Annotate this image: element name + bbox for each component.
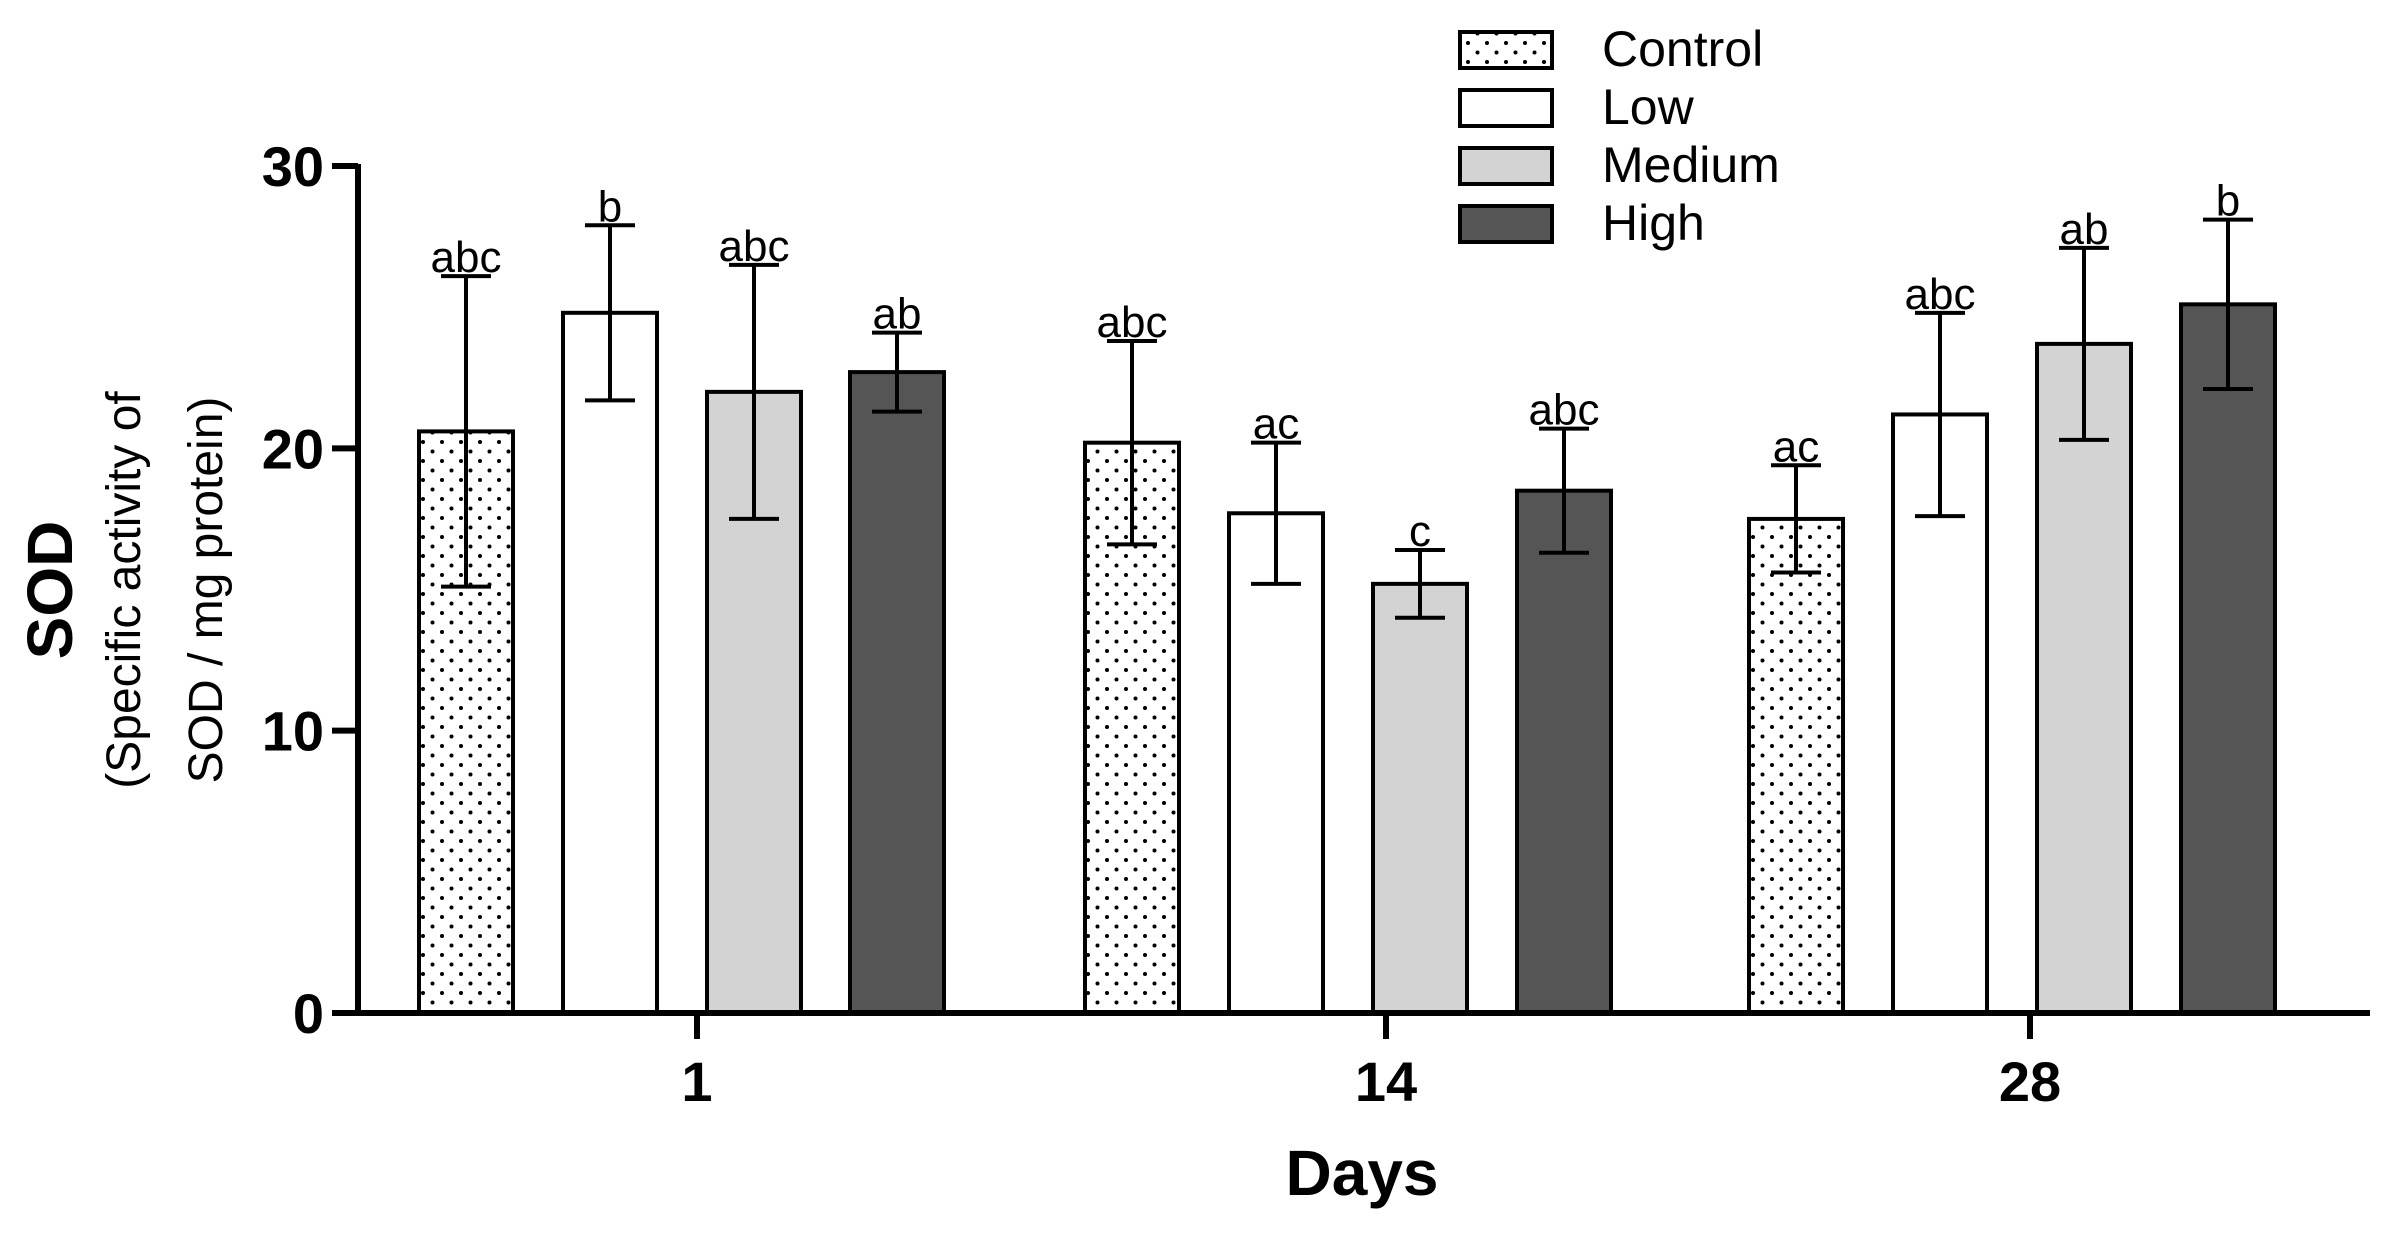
x-tick-label: 14: [1355, 1050, 1417, 1113]
bar-medium-day-14: [1371, 581, 1469, 1015]
y-axis-subtitle-line-2: SOD / mg protein): [180, 397, 233, 784]
y-tick-label: 30: [262, 135, 324, 198]
y-tick-label: 20: [262, 417, 324, 480]
y-axis-subtitle-line-1: (Specific activity of: [98, 391, 151, 789]
bar-high-day-1: [848, 370, 946, 1015]
y-axis-title-group: SOD (Specific activity of SOD / mg prote…: [14, 391, 233, 789]
bars-layer: abc abc ac b ac abc abc c ab ab abc b: [417, 177, 2277, 1016]
legend-label-high: High: [1602, 195, 1705, 251]
significance-label: b: [2216, 177, 2240, 226]
significance-label: ac: [1773, 422, 1819, 471]
bar-control-day-28: [1747, 516, 1845, 1016]
y-tick-label: 0: [293, 982, 324, 1045]
x-axis: 1 14 28: [355, 1010, 2370, 1113]
legend-swatch-medium: [1458, 146, 1554, 186]
significance-label: abc: [431, 233, 502, 282]
significance-label: c: [1409, 507, 1431, 556]
y-tick-label: 10: [262, 700, 324, 763]
significance-label: ab: [873, 290, 922, 339]
legend-label-control: Control: [1602, 21, 1763, 77]
y-axis: 0 10 20 30: [262, 135, 361, 1045]
x-tick-label: 1: [681, 1050, 712, 1113]
bar-high-day-14: [1515, 488, 1613, 1015]
bar-low-day-14: [1227, 511, 1325, 1016]
legend-swatch-control: [1458, 30, 1554, 70]
bar-high-day-28: [2179, 302, 2277, 1015]
legend-swatch-high: [1458, 204, 1554, 244]
legend-label-low: Low: [1602, 79, 1695, 135]
significance-label: abc: [1529, 386, 1600, 435]
significance-label: abc: [719, 222, 790, 271]
bar-medium-day-28: [2035, 341, 2133, 1015]
significance-label: ac: [1253, 400, 1299, 449]
significance-label: ab: [2060, 205, 2109, 254]
significance-label: abc: [1905, 270, 1976, 319]
significance-label: abc: [1097, 298, 1168, 347]
legend-swatch-low: [1458, 88, 1554, 128]
y-axis-title: SOD: [14, 521, 86, 660]
significance-label: b: [598, 182, 622, 231]
legend-label-medium: Medium: [1602, 137, 1780, 193]
x-axis-title: Days: [1286, 1137, 1439, 1209]
bar-low-day-1: [561, 310, 659, 1015]
x-tick-label: 28: [1999, 1050, 2061, 1113]
